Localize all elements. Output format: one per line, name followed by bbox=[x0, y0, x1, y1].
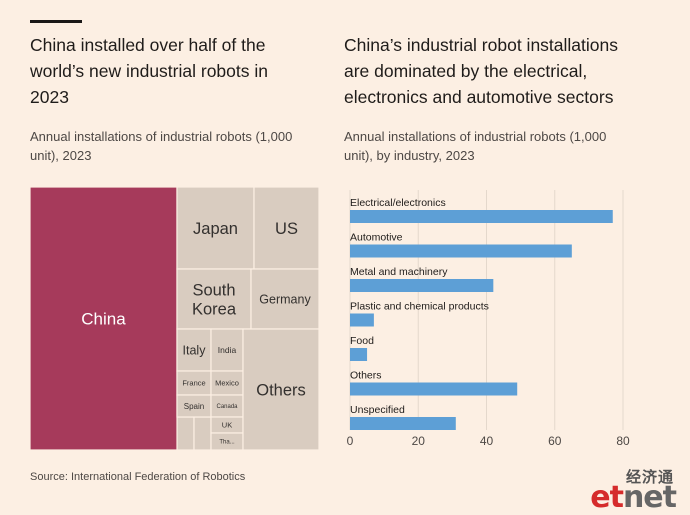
right-subtitle: Annual installations of industrial robot… bbox=[344, 127, 606, 165]
logo-chinese-text: 经济通 bbox=[625, 469, 674, 486]
etnet-logo: 经济通 etnet bbox=[590, 466, 682, 515]
treemap-label-france: France bbox=[182, 379, 205, 388]
header-rule bbox=[30, 20, 82, 23]
treemap-label-mexico: Mexico bbox=[215, 379, 239, 388]
treemap-label-germany: Germany bbox=[259, 292, 311, 306]
logo-wordmark-net: net bbox=[622, 480, 677, 515]
x-tick-label: 80 bbox=[616, 434, 630, 448]
left-subtitle: Annual installations of industrial robot… bbox=[30, 127, 292, 165]
treemap-label-south-korea: South Korea bbox=[192, 281, 237, 318]
treemap-cell-us bbox=[253, 187, 319, 270]
logo-wordmark: etnet bbox=[590, 480, 677, 515]
treemap-label-us: US bbox=[275, 220, 298, 238]
country-treemap: China Japan US South Korea Germany Italy India F… bbox=[30, 187, 319, 450]
bar-category-label: Electrical/electronics bbox=[350, 197, 446, 209]
left-title-line-2: world’s new industrial robots in bbox=[30, 61, 268, 81]
bar-category-label: Plastic and chemical products bbox=[350, 301, 489, 313]
x-tick-label: 40 bbox=[480, 434, 494, 448]
left-subtitle-line-2: unit), 2023 bbox=[30, 148, 92, 163]
right-title: China’s industrial robot installations a… bbox=[344, 32, 618, 110]
bar-automotive bbox=[350, 244, 572, 258]
treemap-cell-others bbox=[242, 328, 319, 450]
right-subtitle-line-1: Annual installations of industrial robot… bbox=[344, 129, 607, 144]
treemap-label-others: Others bbox=[256, 381, 306, 399]
left-title-line-1: China installed over half of the bbox=[30, 35, 266, 55]
industry-bar-chart: 0 20 40 60 80 Electrical/electronics Automotiv… bbox=[347, 190, 630, 448]
bar-metal-and-machinery bbox=[350, 279, 494, 292]
treemap-cell-france bbox=[176, 370, 212, 396]
bar-unspecified bbox=[350, 417, 456, 430]
treemap-label-india: India bbox=[218, 345, 237, 355]
treemap-cell-unlabeled-2 bbox=[193, 416, 212, 450]
right-title-line-2: are dominated by the electrical, bbox=[344, 61, 588, 81]
treemap-label-spain: Spain bbox=[184, 402, 204, 411]
bar-category-label: Others bbox=[350, 370, 382, 382]
treemap-label-japan: Japan bbox=[193, 220, 238, 238]
treemap-label-line: Korea bbox=[192, 300, 237, 318]
left-title: China installed over half of the world’s… bbox=[30, 32, 268, 110]
treemap-label-italy: Italy bbox=[183, 343, 207, 357]
bar-food bbox=[350, 348, 368, 361]
bar-category-label: Unspecified bbox=[350, 404, 405, 416]
treemap-cell-india bbox=[210, 328, 244, 372]
treemap-cell-south-korea bbox=[176, 268, 252, 330]
source-note: Source: International Federation of Robo… bbox=[30, 471, 246, 483]
bar-electrical-electronics bbox=[350, 210, 613, 223]
x-tick-label: 60 bbox=[548, 434, 562, 448]
x-tick-label: 20 bbox=[412, 434, 426, 448]
bar-category-label: Metal and machinery bbox=[350, 266, 448, 278]
logo-wordmark-et: et bbox=[590, 480, 624, 515]
treemap-label-line: South bbox=[192, 281, 235, 299]
treemap-label-tha: Tha... bbox=[219, 440, 235, 446]
treemap-label-canada: Canada bbox=[216, 404, 238, 410]
treemap-label-uk: UK bbox=[222, 421, 232, 430]
treemap-cell-germany bbox=[250, 268, 319, 330]
bar-others bbox=[350, 382, 518, 396]
right-title-line-3: electronics and automotive sectors bbox=[344, 87, 614, 107]
right-title-line-1: China’s industrial robot installations bbox=[344, 35, 618, 55]
bar-category-label: Food bbox=[350, 335, 374, 347]
treemap-cell-japan bbox=[176, 187, 255, 270]
right-subtitle-line-2: unit), by industry, 2023 bbox=[344, 148, 475, 163]
bar-plastic-and-chemical-products bbox=[350, 313, 374, 327]
left-subtitle-line-1: Annual installations of industrial robot… bbox=[30, 129, 293, 144]
bar-category-label: Automotive bbox=[350, 232, 403, 244]
treemap-label-china: China bbox=[81, 309, 126, 328]
left-title-line-3: 2023 bbox=[30, 87, 69, 107]
treemap-cell-unlabeled-1 bbox=[176, 416, 195, 450]
x-tick-label: 0 bbox=[347, 434, 354, 448]
